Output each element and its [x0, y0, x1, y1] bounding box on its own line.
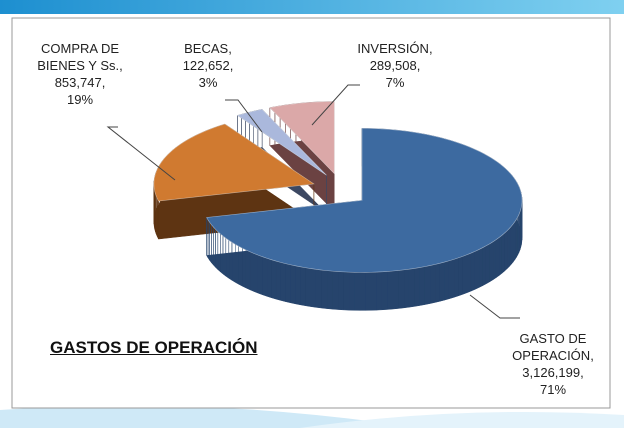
label-separator: , [101, 75, 106, 90]
slice [236, 109, 327, 176]
chart-title: GASTOS DE OPERACIÓN [50, 338, 258, 357]
leader-line [469, 294, 520, 319]
slice [206, 128, 523, 273]
leader-line [311, 84, 360, 126]
value-label: 3,126,199 [522, 365, 581, 380]
leader-line [225, 99, 263, 133]
category-label: COMPRA DE BIENES Y Ss. [37, 41, 120, 73]
value-label: 853,747 [54, 75, 102, 90]
label-separator: , [428, 41, 433, 56]
frame-wave [0, 405, 420, 428]
percent-label: 7% [385, 75, 405, 90]
label-line: COMPRA DE BIENES Y Ss., [30, 40, 130, 74]
label-line: 853,747, [30, 74, 130, 91]
percent-label: 3% [198, 75, 218, 90]
label-line: 3% [168, 74, 248, 91]
category-label: INVERSIÓN [357, 41, 429, 56]
frame-top [0, 0, 624, 14]
data-label: BECAS, 122,652, 3% [168, 40, 248, 91]
label-separator: , [119, 58, 123, 73]
value-label: 289,508 [369, 58, 417, 73]
frame-wave [300, 411, 624, 428]
percent-label: 71% [539, 382, 567, 397]
data-label: GASTO DE OPERACIÓN, 3,126,199, 71% [508, 330, 598, 398]
label-line: BECAS, [168, 40, 248, 57]
label-separator: , [590, 348, 594, 363]
label-line: INVERSIÓN, [340, 40, 450, 57]
label-line: GASTO DE OPERACIÓN, [508, 330, 598, 364]
slice [153, 123, 315, 202]
label-line: 122,652, [168, 57, 248, 74]
label-line: 19% [30, 91, 130, 108]
label-line: 3,126,199, [508, 364, 598, 381]
label-separator: , [229, 58, 234, 73]
percent-label: 19% [66, 92, 94, 107]
label-line: 289,508, [340, 57, 450, 74]
category-label: GASTO DE OPERACIÓN [512, 331, 591, 363]
label-separator: , [416, 58, 421, 73]
label-line: 71% [508, 381, 598, 398]
value-label: 122,652 [182, 58, 230, 73]
data-label: COMPRA DE BIENES Y Ss., 853,747, 19% [30, 40, 130, 108]
label-line: 7% [340, 74, 450, 91]
category-label: BECAS [184, 41, 229, 56]
label-separator: , [228, 41, 232, 56]
data-label: INVERSIÓN, 289,508, 7% [340, 40, 450, 91]
leader-line [106, 126, 176, 181]
slice [269, 101, 335, 175]
label-separator: , [580, 365, 584, 380]
